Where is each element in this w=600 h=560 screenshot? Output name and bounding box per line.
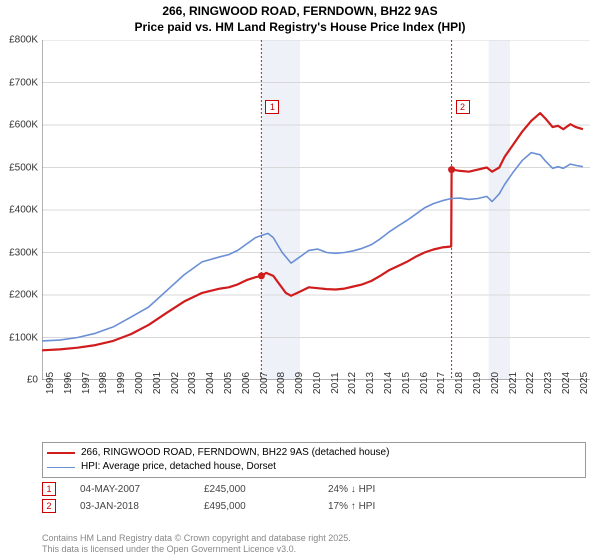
sale-price: £245,000 xyxy=(204,484,304,495)
legend-label: HPI: Average price, detached house, Dors… xyxy=(81,460,276,474)
y-tick-label: £0 xyxy=(27,375,38,386)
sale-marker: 1 xyxy=(265,100,279,114)
legend: 266, RINGWOOD ROAD, FERNDOWN, BH22 9AS (… xyxy=(42,442,586,478)
x-tick-label: 2002 xyxy=(170,372,181,394)
x-tick-label: 2023 xyxy=(543,372,554,394)
x-tick-label: 2005 xyxy=(223,372,234,394)
x-tick-label: 2000 xyxy=(134,372,145,394)
y-tick-label: £300K xyxy=(9,247,38,258)
sale-row: 2 03-JAN-2018 £495,000 17% ↑ HPI xyxy=(42,499,428,513)
y-tick-label: £600K xyxy=(9,120,38,131)
legend-label: 266, RINGWOOD ROAD, FERNDOWN, BH22 9AS (… xyxy=(81,446,389,460)
x-tick-label: 2011 xyxy=(330,372,341,394)
x-tick-label: 2020 xyxy=(490,372,501,394)
sale-delta: 17% ↑ HPI xyxy=(328,501,428,512)
legend-swatch xyxy=(47,467,75,468)
y-tick-label: £200K xyxy=(9,290,38,301)
footer-line-2: This data is licensed under the Open Gov… xyxy=(42,544,351,556)
sales-table: 1 04-MAY-2007 £245,000 24% ↓ HPI 2 03-JAN-201… xyxy=(42,482,428,516)
chart-title: 266, RINGWOOD ROAD, FERNDOWN, BH22 9AS P… xyxy=(0,0,600,35)
line-chart xyxy=(42,40,590,380)
sale-marker-badge: 2 xyxy=(42,499,56,513)
y-tick-label: £400K xyxy=(9,205,38,216)
y-tick-label: £500K xyxy=(9,162,38,173)
x-tick-label: 2024 xyxy=(561,372,572,394)
x-tick-label: 2008 xyxy=(276,372,287,394)
x-tick-label: 2016 xyxy=(419,372,430,394)
x-tick-label: 2019 xyxy=(472,372,483,394)
x-tick-label: 1998 xyxy=(98,372,109,394)
legend-item: HPI: Average price, detached house, Dors… xyxy=(47,460,581,474)
x-tick-label: 1999 xyxy=(116,372,127,394)
y-tick-label: £700K xyxy=(9,77,38,88)
legend-swatch xyxy=(47,452,75,454)
x-tick-label: 2022 xyxy=(525,372,536,394)
footer-line-1: Contains HM Land Registry data © Crown c… xyxy=(42,533,351,545)
sale-delta: 24% ↓ HPI xyxy=(328,484,428,495)
x-tick-label: 2025 xyxy=(579,372,590,394)
x-tick-label: 1997 xyxy=(81,372,92,394)
sale-price: £495,000 xyxy=(204,501,304,512)
x-tick-label: 2003 xyxy=(187,372,198,394)
x-tick-label: 2010 xyxy=(312,372,323,394)
sale-date: 04-MAY-2007 xyxy=(80,484,180,495)
x-tick-label: 1996 xyxy=(63,372,74,394)
x-tick-label: 1995 xyxy=(45,372,56,394)
x-tick-label: 2021 xyxy=(508,372,519,394)
title-line-1: 266, RINGWOOD ROAD, FERNDOWN, BH22 9AS xyxy=(0,4,600,20)
sale-row: 1 04-MAY-2007 £245,000 24% ↓ HPI xyxy=(42,482,428,496)
chart-area: £0£100K£200K£300K£400K£500K£600K£700K£80… xyxy=(42,40,590,410)
x-tick-label: 2013 xyxy=(365,372,376,394)
y-tick-label: £800K xyxy=(9,35,38,46)
sale-marker: 2 xyxy=(456,100,470,114)
x-tick-label: 2009 xyxy=(294,372,305,394)
y-tick-label: £100K xyxy=(9,332,38,343)
sale-marker-badge: 1 xyxy=(42,482,56,496)
x-tick-label: 2012 xyxy=(347,372,358,394)
x-tick-label: 2017 xyxy=(436,372,447,394)
x-tick-label: 2014 xyxy=(383,372,394,394)
title-line-2: Price paid vs. HM Land Registry's House … xyxy=(0,20,600,36)
legend-item: 266, RINGWOOD ROAD, FERNDOWN, BH22 9AS (… xyxy=(47,446,581,460)
x-tick-label: 2006 xyxy=(241,372,252,394)
attribution-footer: Contains HM Land Registry data © Crown c… xyxy=(42,533,351,556)
x-tick-label: 2004 xyxy=(205,372,216,394)
sale-date: 03-JAN-2018 xyxy=(80,501,180,512)
x-tick-label: 2015 xyxy=(401,372,412,394)
x-tick-label: 2007 xyxy=(259,372,270,394)
x-tick-label: 2001 xyxy=(152,372,163,394)
x-tick-label: 2018 xyxy=(454,372,465,394)
